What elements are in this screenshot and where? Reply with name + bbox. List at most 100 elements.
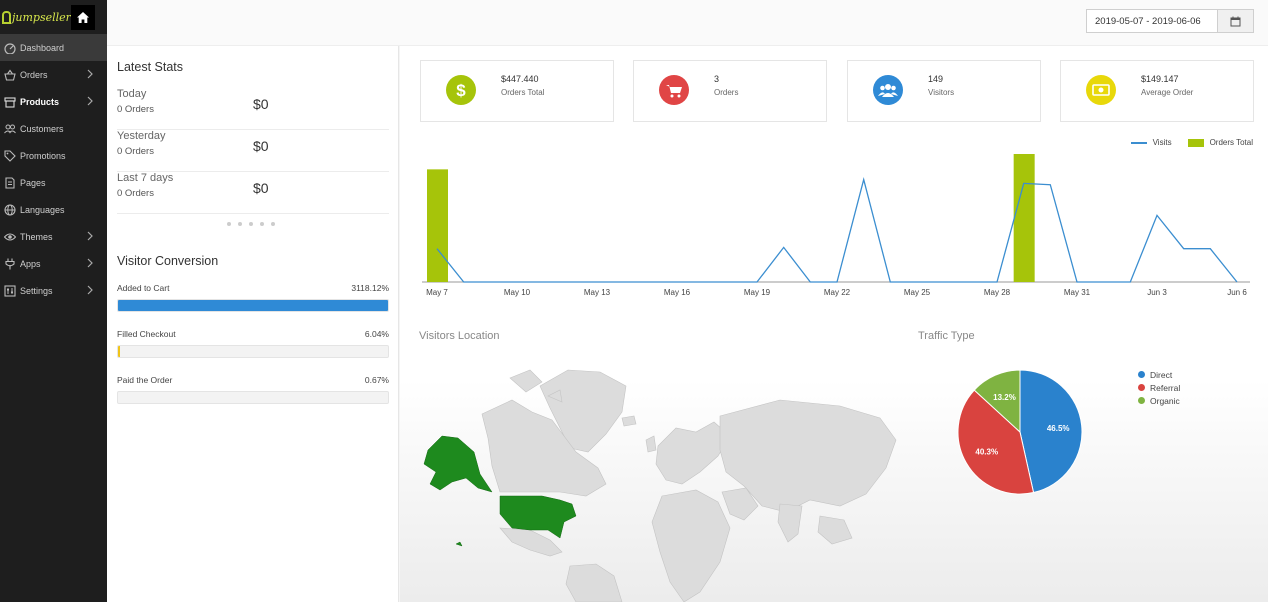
conversion-progress-bar: [117, 345, 389, 358]
sidebar-item-apps[interactable]: Apps: [0, 250, 107, 277]
pie-slice-organic: [973, 369, 1021, 434]
sidebar-item-dashboard[interactable]: Dashboard: [0, 34, 107, 61]
conversion-row: Added to Cart 3118.12%: [117, 283, 389, 312]
conversion-progress-bar: [117, 299, 389, 312]
legend-orders-label: Orders Total: [1209, 138, 1253, 147]
date-range-picker[interactable]: 2019-05-07 - 2019-06-06: [1086, 9, 1254, 33]
stat-orders: 0 Orders: [117, 188, 154, 199]
x-tick-label: May 22: [824, 288, 851, 297]
sidebar-item-languages[interactable]: Languages: [0, 196, 107, 223]
sidebar-item-products[interactable]: Products: [0, 88, 107, 115]
sidebar-item-label: Pages: [20, 177, 46, 188]
basket-icon: [3, 68, 16, 81]
pie-legend-item[interactable]: Organic: [1138, 394, 1180, 407]
dollar-icon: $: [446, 75, 476, 105]
customers-icon: [3, 122, 16, 135]
stat-period: Today: [117, 88, 147, 100]
chevron-right-icon: [87, 96, 93, 106]
sidebar-item-promotions[interactable]: Promotions: [0, 142, 107, 169]
stat-row: Today 0 Orders $0: [117, 88, 389, 130]
eye-icon: [3, 230, 16, 243]
conversion-progress-fill: [118, 300, 388, 311]
chevron-right-icon: [87, 69, 93, 79]
traffic-type-title: Traffic Type: [918, 330, 975, 342]
conversion-progress-bar: [117, 391, 389, 404]
chart-legend: Visits Orders Total: [1130, 138, 1253, 147]
sidebar-item-settings[interactable]: Settings: [0, 277, 107, 304]
visitors-location-title: Visitors Location: [419, 330, 500, 342]
sidebar-item-label: Themes: [20, 231, 53, 242]
sidebar-nav: Dashboard Orders Products Customers Promotio…: [0, 34, 107, 304]
calendar-button[interactable]: [1217, 10, 1253, 32]
summary-card-value: 3: [714, 74, 720, 84]
sidebar-item-customers[interactable]: Customers: [0, 115, 107, 142]
pie-slice-direct: [1019, 369, 1083, 494]
conversion-label: Added to Cart: [117, 283, 170, 293]
summary-card-value: $149.147: [1141, 74, 1179, 84]
brand-logo[interactable]: jumpseller: [2, 10, 71, 24]
logo-bar: jumpseller: [0, 0, 107, 34]
stat-orders: 0 Orders: [117, 146, 154, 157]
brand-logo-text: jumpseller: [12, 10, 71, 24]
map-greenland: [539, 369, 627, 453]
legend-dot: [1138, 384, 1145, 391]
home-icon: [76, 11, 89, 23]
conversion-percent: 3118.12%: [351, 283, 389, 293]
date-range-text[interactable]: 2019-05-07 - 2019-06-06: [1095, 15, 1201, 27]
sidebar-item-label: Settings: [20, 285, 53, 296]
carousel-dots[interactable]: [227, 222, 275, 226]
x-tick-label: May 19: [744, 288, 771, 297]
page-icon: [3, 176, 16, 189]
pie-legend-label: Organic: [1150, 395, 1180, 406]
x-tick-label: May 25: [904, 288, 931, 297]
box-icon: [3, 95, 16, 108]
pie-data-label: 46.5%: [1047, 424, 1070, 433]
map-usa: [499, 495, 577, 539]
stat-period: Yesterday: [117, 130, 166, 142]
summary-card-label: Average Order: [1141, 88, 1194, 97]
home-button[interactable]: [70, 4, 95, 30]
traffic-type-pie-chart: 46.5% 40.3% 13.2%: [957, 369, 1083, 495]
calendar-icon: [1230, 16, 1241, 26]
map-middle-east: [721, 487, 759, 521]
svg-text:$: $: [456, 81, 466, 100]
sidebar-item-label: Apps: [20, 258, 41, 269]
summary-card-label: Visitors: [928, 88, 955, 97]
pie-legend-item[interactable]: Direct: [1138, 368, 1180, 381]
sidebar-item-orders[interactable]: Orders: [0, 61, 107, 88]
map-canada: [481, 399, 607, 497]
summary-card-visitors: 149 Visitors: [847, 60, 1041, 122]
users-icon: [873, 75, 903, 105]
pie-legend-item[interactable]: Referral: [1138, 381, 1180, 394]
summary-card-label: Orders: [714, 88, 739, 97]
sidebar-item-label: Customers: [20, 123, 64, 134]
visits-line: [436, 177, 1238, 283]
x-tick-label: May 13: [584, 288, 611, 297]
conversion-row: Paid the Order 0.67%: [117, 375, 389, 404]
sidebar-item-label: Languages: [20, 204, 65, 215]
top-bar: 2019-05-07 - 2019-06-06: [107, 0, 1268, 46]
map-iceland: [621, 415, 637, 427]
map-south-america: [565, 563, 623, 602]
summary-card-value: $447.440: [501, 74, 539, 84]
orders-total-bar: [1013, 154, 1035, 282]
stat-row: Yesterday 0 Orders $0: [117, 130, 389, 172]
cart-icon: [659, 75, 689, 105]
legend-dot: [1138, 371, 1145, 378]
conversion-row: Filled Checkout 6.04%: [117, 329, 389, 358]
main-content: $ $447.440 Orders Total 3 Orders 149 Visitors $…: [400, 46, 1268, 602]
map-hawaii: [455, 541, 463, 547]
plug-icon: [3, 257, 16, 270]
sidebar-item-themes[interactable]: Themes: [0, 223, 107, 250]
stat-amount: $0: [253, 138, 269, 154]
settings-icon: [3, 284, 16, 297]
sidebar-item-pages[interactable]: Pages: [0, 169, 107, 196]
x-tick-label: May 28: [984, 288, 1011, 297]
summary-card-value: 149: [928, 74, 944, 84]
sidebar-item-label: Products: [20, 96, 60, 107]
conversion-percent: 6.04%: [364, 329, 389, 339]
x-tick-label: Jun 6: [1227, 288, 1247, 297]
chevron-right-icon: [87, 258, 93, 268]
map-uk: [645, 435, 657, 453]
map-asia: [719, 399, 897, 513]
